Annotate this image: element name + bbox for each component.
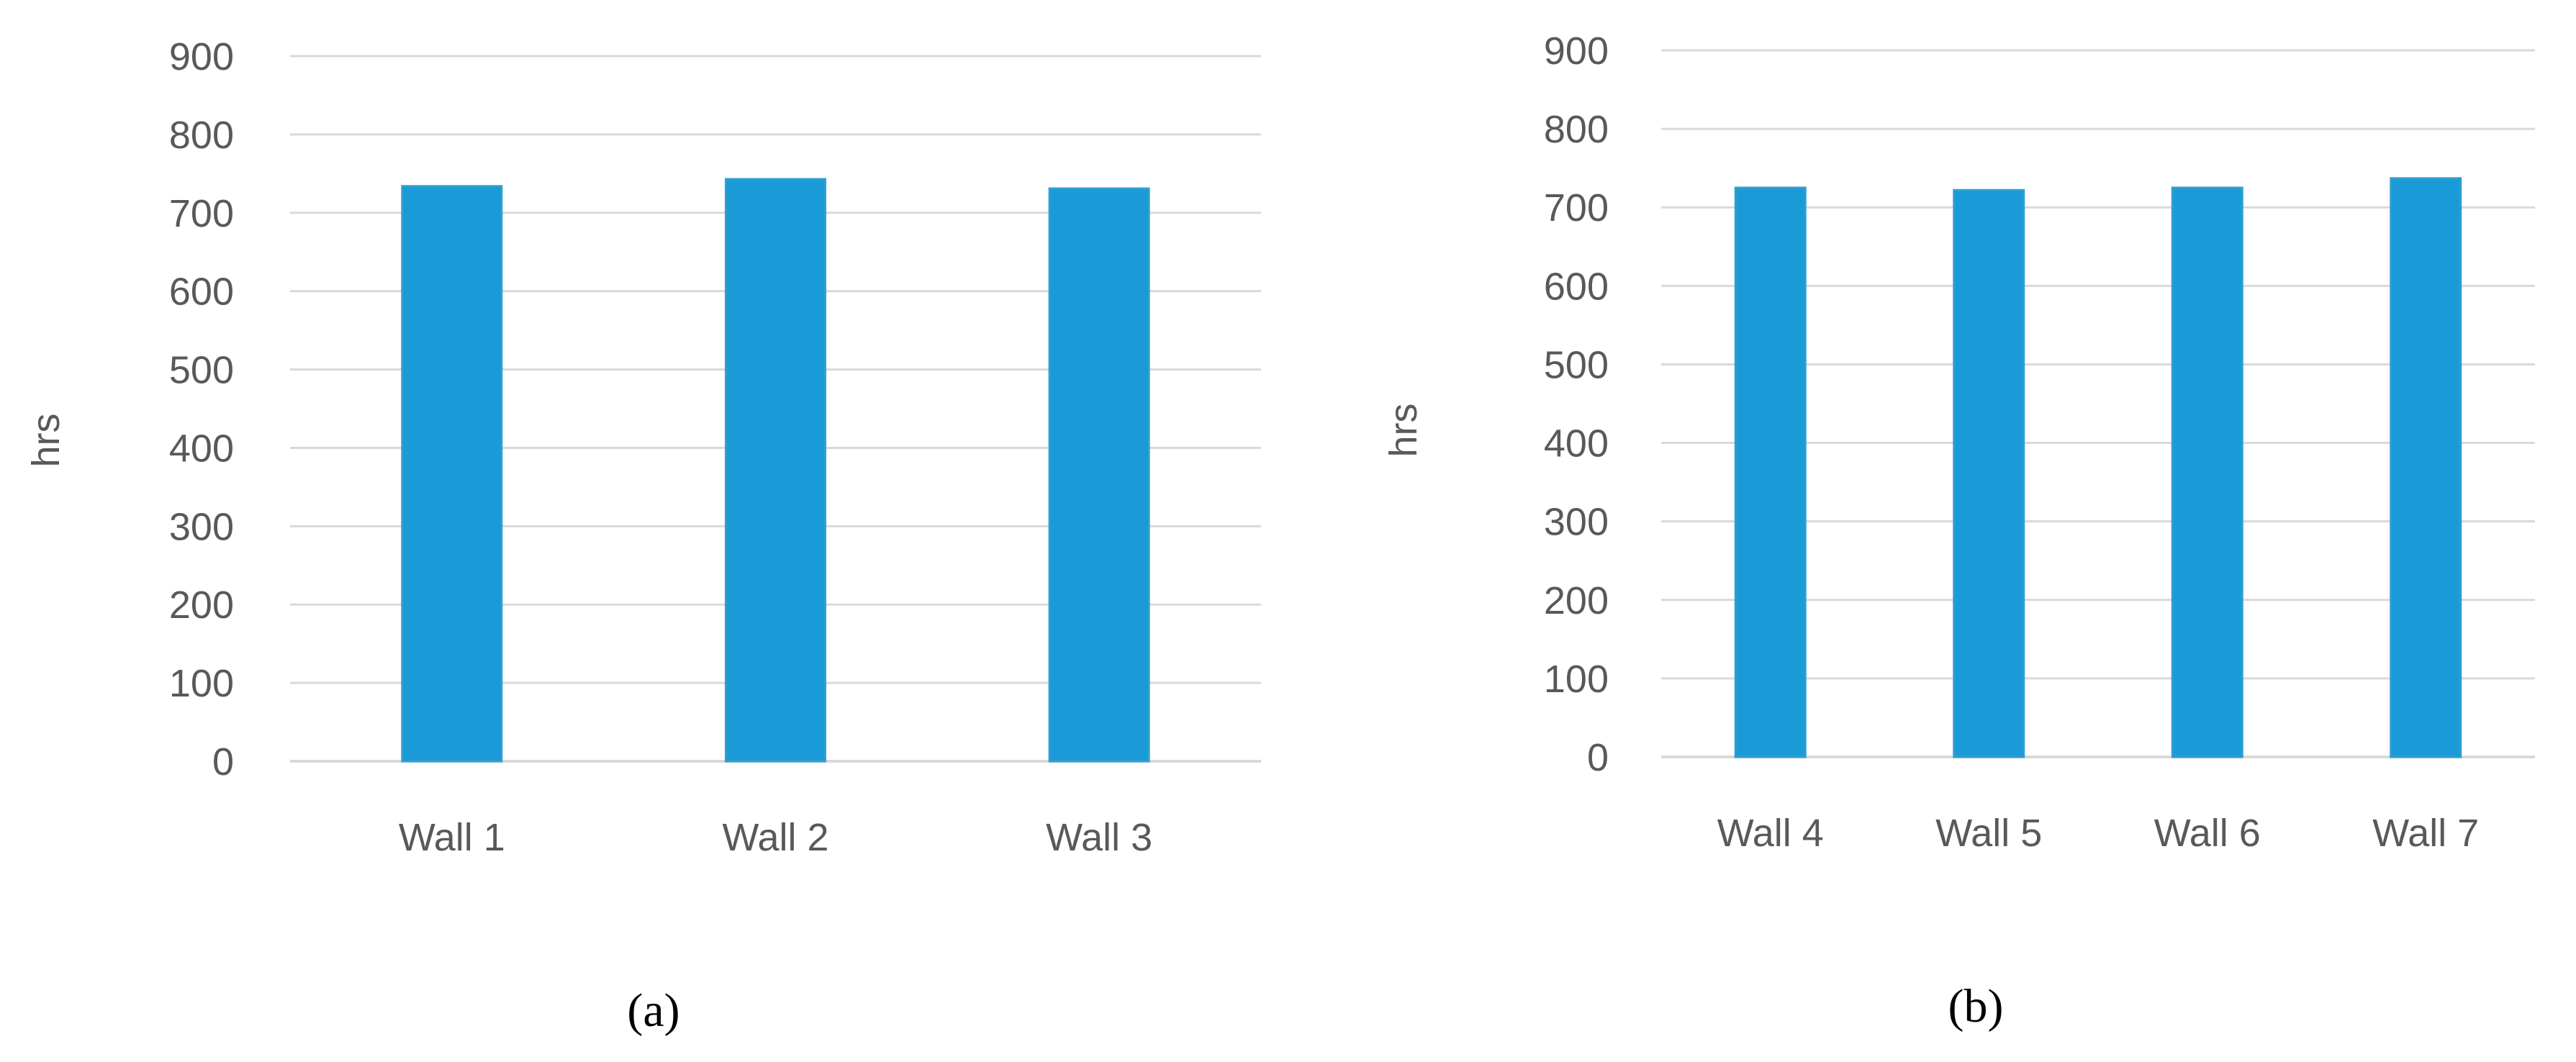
y-tick-label-b-600: 600 (1544, 265, 1609, 308)
y-tick-label-b-300: 300 (1544, 501, 1609, 544)
y-tick-label-b-700: 700 (1544, 186, 1609, 230)
x-tick-label-wall-1: Wall 1 (399, 816, 505, 859)
bar-wall-5 (1953, 189, 2025, 758)
bar-wall-3 (1048, 187, 1150, 763)
chart-b: 0 100 200 300 400 500 600 700 800 900 Wall 4 Wall 5… (1382, 30, 2535, 855)
x-tick-label-wall-3: Wall 3 (1046, 816, 1152, 859)
y-axis-title-b: hrs (1382, 403, 1425, 457)
y-tick-label-a-900: 900 (169, 35, 234, 78)
y-tick-label-a-500: 500 (169, 349, 234, 392)
x-tick-label-wall-5: Wall 5 (1935, 812, 2042, 855)
y-tick-label-b-500: 500 (1544, 343, 1609, 386)
x-tick-label-wall-2: Wall 2 (722, 816, 828, 859)
x-tick-label-wall-6: Wall 6 (2154, 812, 2261, 855)
y-tick-label-b-100: 100 (1544, 658, 1609, 701)
y-tick-label-b-400: 400 (1544, 422, 1609, 466)
y-tick-label-a-200: 200 (169, 584, 234, 627)
bar-wall-2 (725, 178, 826, 763)
y-tick-label-a-100: 100 (169, 662, 234, 705)
y-tick-label-a-800: 800 (169, 114, 234, 157)
x-tick-label-wall-4: Wall 4 (1717, 812, 1824, 855)
x-tick-label-wall-7: Wall 7 (2372, 812, 2479, 855)
y-tick-label-b-200: 200 (1544, 579, 1609, 622)
bar-wall-7 (2390, 177, 2462, 758)
y-tick-label-b-900: 900 (1544, 30, 1609, 73)
chart-a: 0 100 200 300 400 500 600 700 800 900 Wall 1 Wall 2… (24, 35, 1261, 859)
y-tick-label-a-0: 0 (212, 740, 234, 784)
bar-wall-1 (401, 185, 503, 763)
y-tick-label-b-0: 0 (1587, 736, 1609, 779)
bar-wall-4 (1734, 186, 1807, 758)
bar-wall-6 (2171, 186, 2243, 758)
y-axis-title-a: hrs (24, 413, 68, 467)
y-tick-label-a-300: 300 (169, 505, 234, 548)
panel-label-b: (b) (1948, 980, 2004, 1032)
y-tick-label-b-800: 800 (1544, 108, 1609, 151)
y-tick-label-a-700: 700 (169, 192, 234, 235)
y-tick-label-a-600: 600 (169, 271, 234, 314)
y-tick-label-a-400: 400 (169, 427, 234, 470)
panel-label-a: (a) (627, 984, 679, 1037)
